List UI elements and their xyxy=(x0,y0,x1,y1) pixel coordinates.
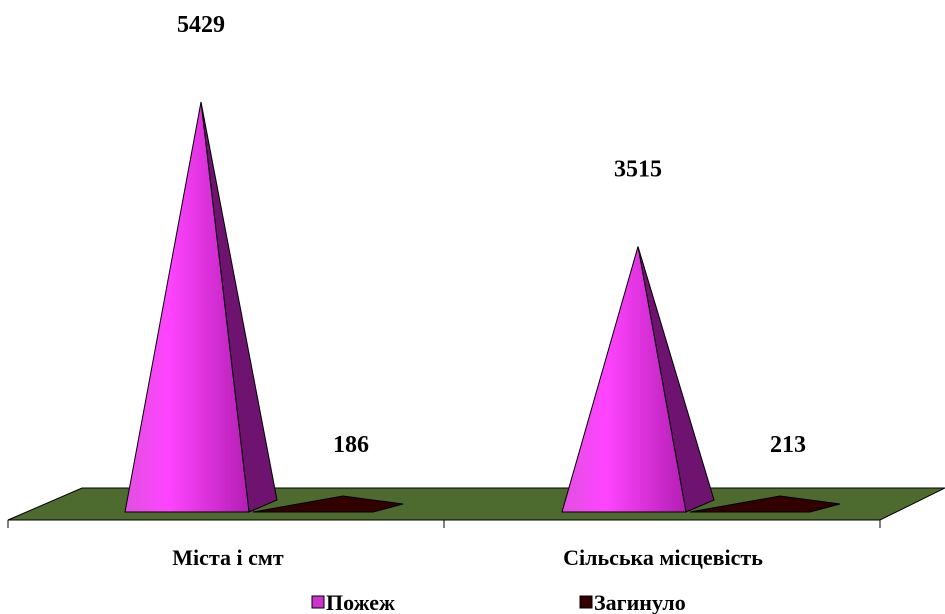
data-label: 186 xyxy=(333,432,369,458)
pyramid-bar-0 xyxy=(124,101,250,513)
legend: Пожеж Загинуло xyxy=(311,590,686,614)
pyramid-bar-dark-1 xyxy=(689,495,841,513)
chart-marks: 5429 186 3515 213 xyxy=(124,12,841,513)
data-label: 213 xyxy=(770,432,806,458)
legend-label: Пожеж xyxy=(326,590,395,614)
legend-swatch-pozhezh xyxy=(311,595,325,609)
pyramid-bar-dark-0 xyxy=(252,495,404,513)
pyramid-bar-1 xyxy=(561,246,687,513)
x-tick-label: Міста і смт xyxy=(172,545,284,570)
data-label: 5429 xyxy=(177,12,225,38)
x-tick-label: Сільська місцевість xyxy=(563,545,763,570)
legend-swatch-zahynulo xyxy=(579,595,593,609)
data-label: 3515 xyxy=(614,157,662,183)
legend-label: Загинуло xyxy=(594,590,686,614)
